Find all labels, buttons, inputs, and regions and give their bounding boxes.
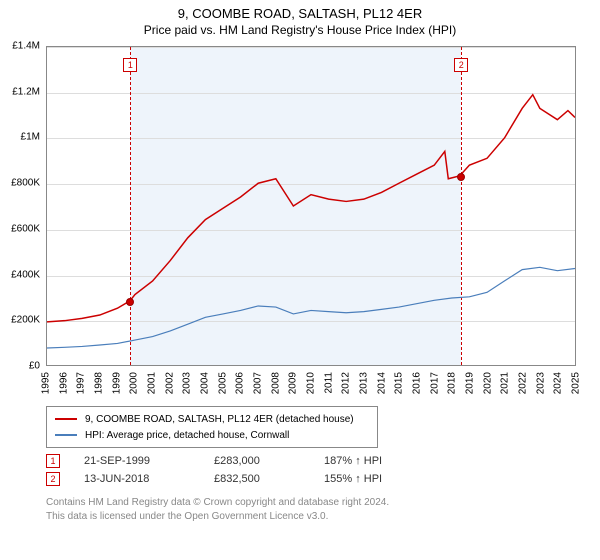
- footer-line-2: This data is licensed under the Open Gov…: [46, 510, 576, 524]
- x-tick-label: 2008: [270, 372, 281, 394]
- x-tick-label: 2016: [412, 372, 423, 394]
- x-tick-label: 2006: [235, 372, 246, 394]
- sale-row-2: 2 13-JUN-2018£832,500155% ↑ HPI: [46, 470, 576, 488]
- x-tick-label: 2013: [359, 372, 370, 394]
- x-tick-label: 2007: [253, 372, 264, 394]
- y-tick-label: £800K: [11, 178, 40, 189]
- sale-date: 21-SEP-1999: [84, 455, 214, 467]
- sale-events: 1 21-SEP-1999£283,000187% ↑ HPI 2 13-JUN-20…: [46, 452, 576, 488]
- sale-index-box: 1: [46, 454, 60, 468]
- y-tick-label: £0: [29, 361, 40, 372]
- plot-area: 12: [46, 46, 576, 366]
- x-tick-label: 2024: [553, 372, 564, 394]
- title-main: 9, COOMBE ROAD, SALTASH, PL12 4ER: [0, 6, 600, 21]
- x-tick-label: 2001: [147, 372, 158, 394]
- y-tick-label: £1M: [21, 132, 40, 143]
- legend: 9, COOMBE ROAD, SALTASH, PL12 4ER (detac…: [46, 406, 378, 448]
- x-tick-label: 2000: [129, 372, 140, 394]
- x-tick-label: 2005: [217, 372, 228, 394]
- sale-pct: 155% ↑ HPI: [324, 473, 382, 485]
- y-tick-label: £1.2M: [12, 86, 40, 97]
- x-axis-labels: 1995199619971998199920002001200220032004…: [46, 368, 576, 404]
- x-tick-label: 2014: [376, 372, 387, 394]
- sale-marker-2: [457, 173, 465, 181]
- x-tick-label: 2019: [465, 372, 476, 394]
- y-tick-label: £400K: [11, 269, 40, 280]
- series-svg: [47, 47, 575, 365]
- x-tick-label: 1998: [94, 372, 105, 394]
- title-sub: Price paid vs. HM Land Registry's House …: [0, 23, 600, 37]
- y-axis-labels: £0£200K£400K£600K£800K£1M£1.2M£1.4M: [0, 46, 44, 366]
- legend-row-0: 9, COOMBE ROAD, SALTASH, PL12 4ER (detac…: [55, 411, 369, 427]
- sale-price: £283,000: [214, 455, 324, 467]
- legend-swatch: [55, 434, 77, 436]
- sale-date: 13-JUN-2018: [84, 473, 214, 485]
- sale-marker-label-2: 2: [454, 58, 468, 72]
- sale-marker-1: [126, 298, 134, 306]
- x-tick-label: 2022: [518, 372, 529, 394]
- x-tick-label: 1995: [41, 372, 52, 394]
- x-tick-label: 1997: [76, 372, 87, 394]
- x-tick-label: 1999: [111, 372, 122, 394]
- chart-titles: 9, COOMBE ROAD, SALTASH, PL12 4ER Price …: [0, 0, 600, 37]
- footer-line-1: Contains HM Land Registry data © Crown c…: [46, 496, 576, 510]
- x-tick-label: 2012: [341, 372, 352, 394]
- sale-row-1: 1 21-SEP-1999£283,000187% ↑ HPI: [46, 452, 576, 470]
- x-tick-label: 2023: [535, 372, 546, 394]
- sale-marker-label-1: 1: [123, 58, 137, 72]
- sale-index-box: 2: [46, 472, 60, 486]
- legend-label: 9, COOMBE ROAD, SALTASH, PL12 4ER (detac…: [85, 414, 354, 425]
- x-tick-label: 2021: [500, 372, 511, 394]
- sale-pct: 187% ↑ HPI: [324, 455, 382, 467]
- x-tick-label: 2002: [164, 372, 175, 394]
- series-line-0: [47, 95, 575, 322]
- footer-attribution: Contains HM Land Registry data © Crown c…: [46, 496, 576, 523]
- y-tick-label: £600K: [11, 223, 40, 234]
- y-tick-label: £200K: [11, 315, 40, 326]
- y-tick-label: £1.4M: [12, 41, 40, 52]
- x-tick-label: 1996: [58, 372, 69, 394]
- legend-row-1: HPI: Average price, detached house, Corn…: [55, 427, 369, 443]
- sale-price: £832,500: [214, 473, 324, 485]
- legend-swatch: [55, 418, 77, 420]
- x-tick-label: 2004: [200, 372, 211, 394]
- x-tick-label: 2011: [323, 372, 334, 394]
- plot-inner: 12: [47, 47, 575, 365]
- x-tick-label: 2015: [394, 372, 405, 394]
- series-line-1: [47, 267, 575, 348]
- x-tick-label: 2003: [182, 372, 193, 394]
- x-tick-label: 2017: [429, 372, 440, 394]
- x-tick-label: 2010: [306, 372, 317, 394]
- x-tick-label: 2018: [447, 372, 458, 394]
- x-tick-label: 2009: [288, 372, 299, 394]
- legend-label: HPI: Average price, detached house, Corn…: [85, 430, 289, 441]
- x-tick-label: 2025: [571, 372, 582, 394]
- x-tick-label: 2020: [482, 372, 493, 394]
